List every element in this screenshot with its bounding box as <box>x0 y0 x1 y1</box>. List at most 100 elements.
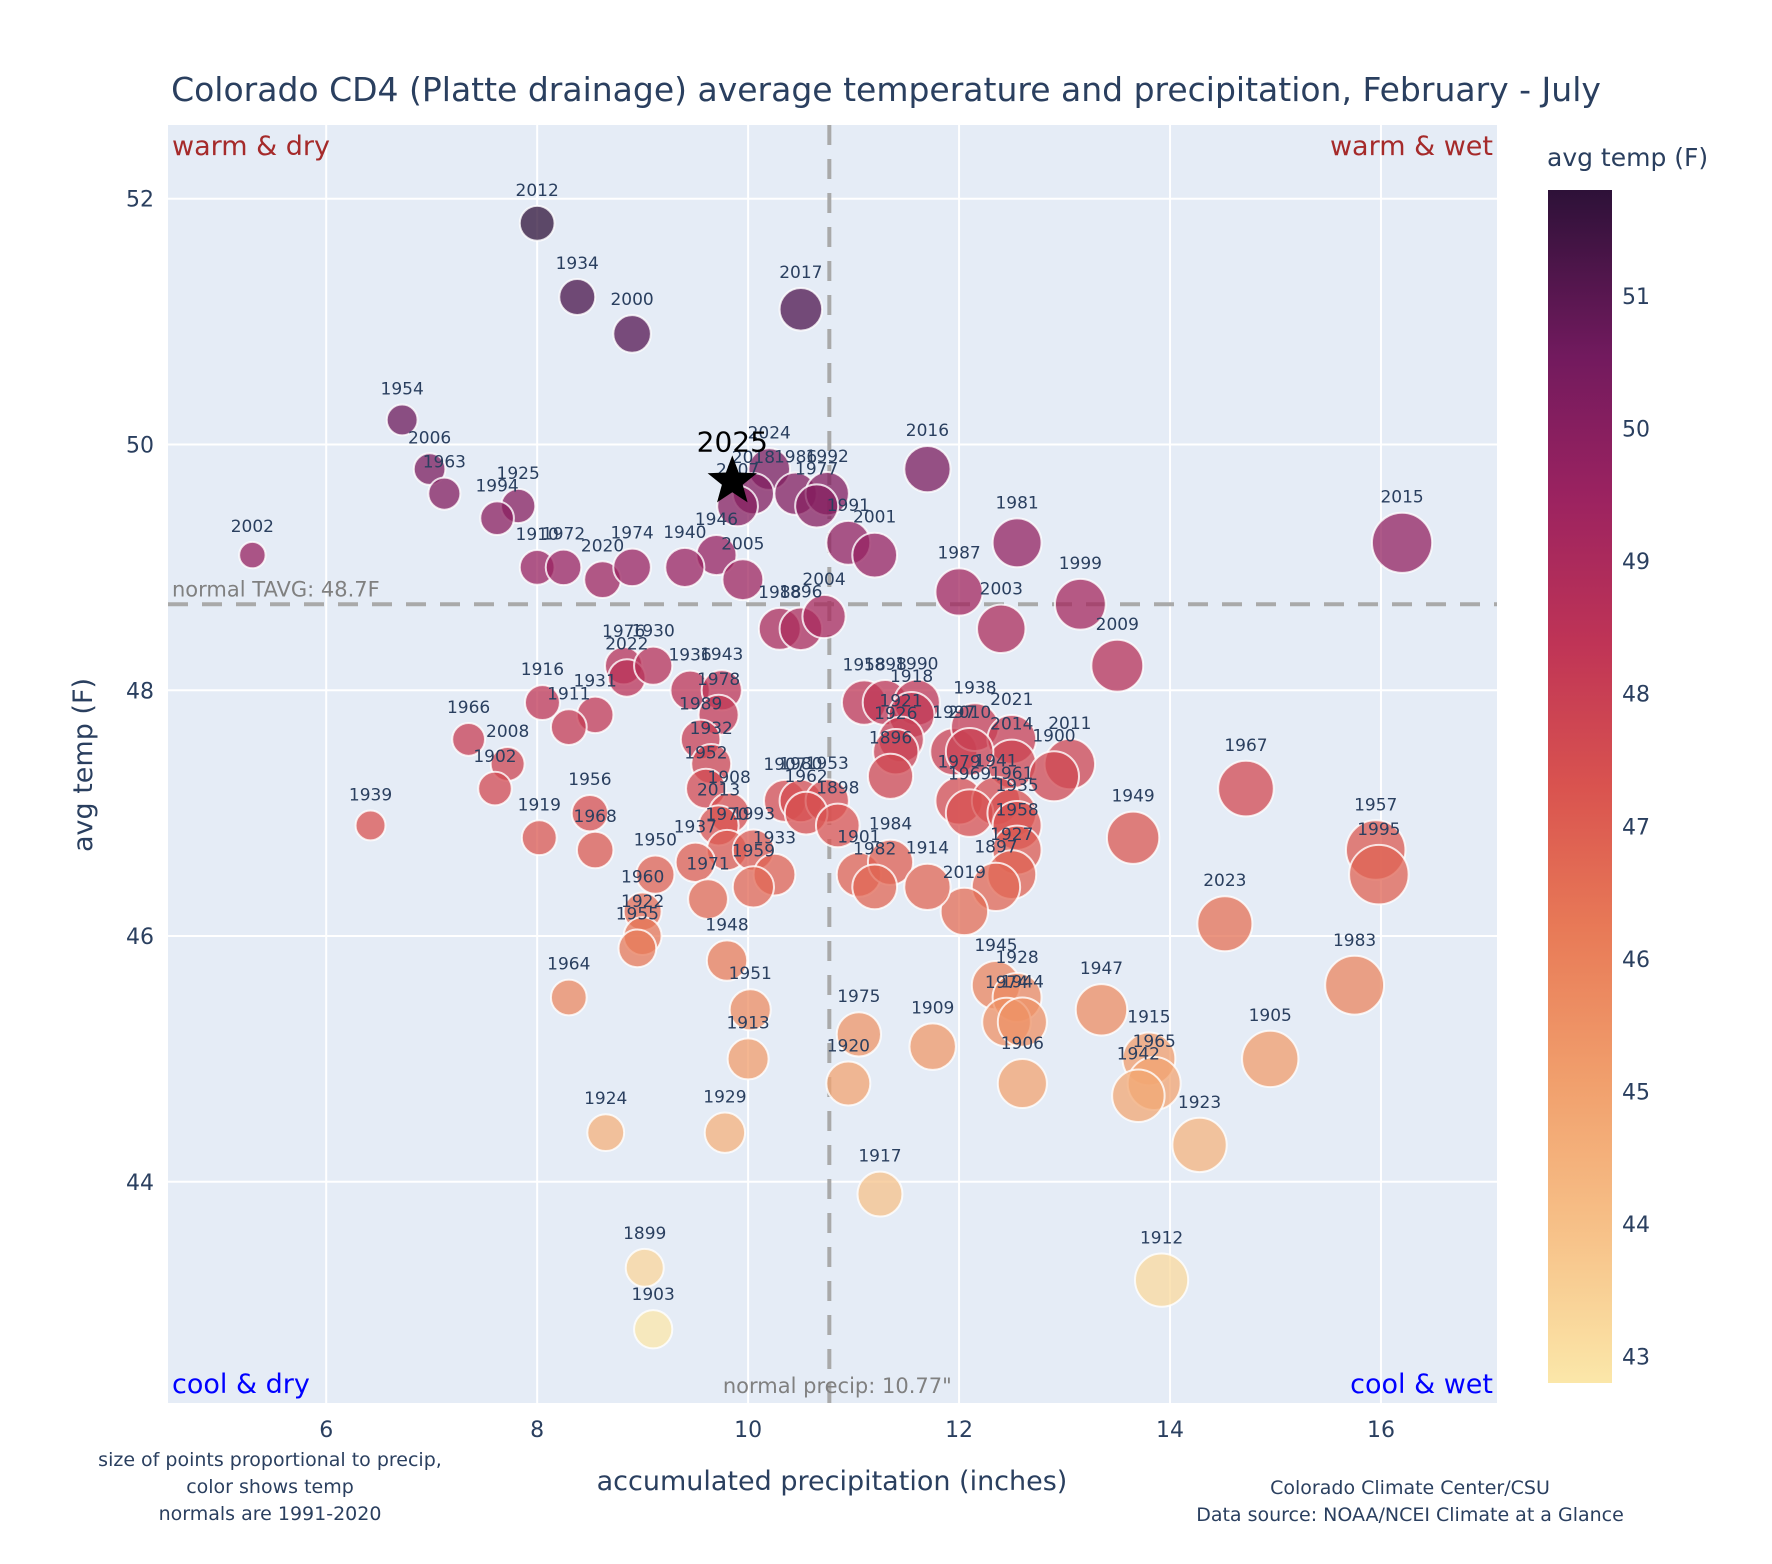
point-label: 2000 <box>610 290 653 310</box>
point-label: 1923 <box>1178 1093 1221 1113</box>
point-label: 1896 <box>779 583 822 603</box>
point-label: 2001 <box>853 508 896 528</box>
point-label: 2023 <box>1203 871 1246 891</box>
point-label: 2024 <box>748 423 791 443</box>
point-label: 2019 <box>943 863 986 883</box>
point-label: 1984 <box>869 815 912 835</box>
point-label: 1903 <box>632 1285 675 1305</box>
point-label: 1930 <box>632 622 675 642</box>
point-label: 1949 <box>1111 787 1154 807</box>
data-point <box>903 862 952 912</box>
data-point <box>427 476 462 511</box>
point-label: 2002 <box>231 517 274 537</box>
y-tick-label: 46 <box>126 925 154 950</box>
data-point <box>1348 843 1410 906</box>
y-axis-title: avg temp (F) <box>68 678 99 852</box>
point-label: 1992 <box>806 447 849 467</box>
x-tick-label: 12 <box>945 1418 973 1443</box>
point-label: 1914 <box>906 839 949 859</box>
data-point <box>523 684 561 722</box>
point-label: 1902 <box>473 747 516 767</box>
x-tick-label: 16 <box>1367 1418 1395 1443</box>
point-label: 1954 <box>381 380 424 400</box>
colorbar-tick-label: 50 <box>1622 418 1650 443</box>
point-label: 1974 <box>610 524 653 544</box>
point-label: 1957 <box>1354 795 1397 815</box>
data-point <box>479 500 515 537</box>
gridlines <box>168 125 1497 1403</box>
quadrant-label-warm-dry: warm & dry <box>172 131 330 162</box>
point-label: 1910 <box>516 525 559 545</box>
point-label: 1950 <box>634 830 677 850</box>
point-label: 2010 <box>948 703 991 723</box>
data-point <box>778 287 824 332</box>
data-point <box>1324 954 1386 1016</box>
y-tick-label: 52 <box>126 188 154 213</box>
data-point <box>612 547 652 588</box>
data-point <box>944 726 995 777</box>
point-label: 1980 <box>779 755 822 775</box>
data-point <box>944 788 995 838</box>
data-point <box>617 928 658 969</box>
point-label: 2016 <box>906 421 949 441</box>
data-point <box>624 1247 665 1288</box>
point-label: 1981 <box>995 493 1038 513</box>
point-label: 1936 <box>668 646 711 666</box>
data-point <box>851 531 899 579</box>
data-point <box>835 1011 882 1058</box>
data-point <box>991 517 1043 569</box>
colorbar-tick-label: 51 <box>1622 285 1650 310</box>
point-label: 1928 <box>995 948 1038 968</box>
normal-precip-label: normal precip: 10.77" <box>723 1374 952 1398</box>
colorbar-tick-label: 43 <box>1622 1345 1650 1370</box>
data-point <box>801 593 847 640</box>
point-label: 1907 <box>763 755 806 775</box>
point-label: 1937 <box>674 818 717 838</box>
colorbar-tick-label: 48 <box>1622 683 1650 708</box>
data-point <box>1074 983 1129 1037</box>
x-tick-label: 10 <box>734 1418 762 1443</box>
point-label: 1920 <box>827 1037 870 1057</box>
point-label: 1919 <box>518 795 561 815</box>
data-point <box>1105 810 1161 865</box>
data-point <box>903 444 952 494</box>
data-point <box>544 548 583 587</box>
data-point <box>633 645 674 686</box>
point-label: 1940 <box>663 523 706 543</box>
point-label: 1987 <box>937 543 980 563</box>
data-point <box>354 809 387 842</box>
y-tick-label: 44 <box>126 1171 154 1196</box>
data-point <box>851 863 899 911</box>
footnote-line: Data source: NOAA/NCEI Climate at a Glan… <box>1196 1504 1624 1526</box>
point-label: 1915 <box>1127 1008 1170 1028</box>
data-point <box>674 841 717 884</box>
point-label: 1963 <box>423 453 466 473</box>
point-label: 1898 <box>864 655 907 675</box>
data-point <box>866 752 915 800</box>
data-point <box>1217 759 1275 818</box>
data-point <box>728 988 772 1032</box>
point-label: 1964 <box>547 955 590 975</box>
data-point <box>1111 1068 1166 1124</box>
point-label: 1912 <box>1140 1229 1183 1249</box>
point-label: 1994 <box>475 476 518 496</box>
point-label: 1916 <box>521 660 564 680</box>
point-label: 1956 <box>568 770 611 790</box>
point-label: 1913 <box>726 1013 769 1033</box>
point-label: 1929 <box>703 1087 746 1107</box>
data-points <box>238 204 1434 1350</box>
point-label: 2003 <box>980 580 1023 600</box>
point-label: 1995 <box>1357 820 1400 840</box>
point-label: 1898 <box>816 779 859 799</box>
quadrant-label-cool-wet: cool & wet <box>1350 1369 1493 1400</box>
data-point <box>996 1057 1048 1110</box>
plot-area <box>168 125 1497 1403</box>
point-label: 1948 <box>705 915 748 935</box>
colorbar-tick-label: 46 <box>1622 948 1650 973</box>
data-point <box>558 278 597 317</box>
footnote-left: size of points proportional to precip, c… <box>60 1447 480 1528</box>
data-point <box>520 819 558 857</box>
data-point <box>549 978 588 1017</box>
point-label: 2017 <box>779 263 822 283</box>
point-label: 1926 <box>874 704 917 724</box>
